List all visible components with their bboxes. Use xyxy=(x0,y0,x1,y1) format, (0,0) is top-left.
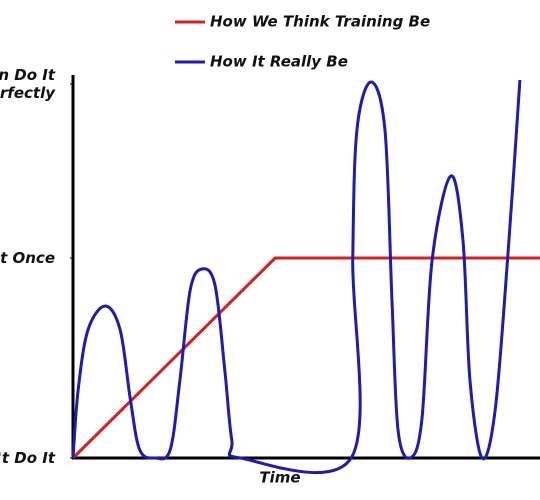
data-line xyxy=(71,256,540,460)
data-line xyxy=(71,79,522,475)
legend-label: How It Really Be xyxy=(210,53,348,71)
y-tick-label: n't Do It xyxy=(0,449,56,467)
y-tick-label: n Do Iterfectly xyxy=(0,66,56,102)
x-axis-label: Time xyxy=(259,469,300,487)
y-tick-label: d It Once xyxy=(0,249,55,267)
legend-label: How We Think Training Be xyxy=(210,13,430,31)
